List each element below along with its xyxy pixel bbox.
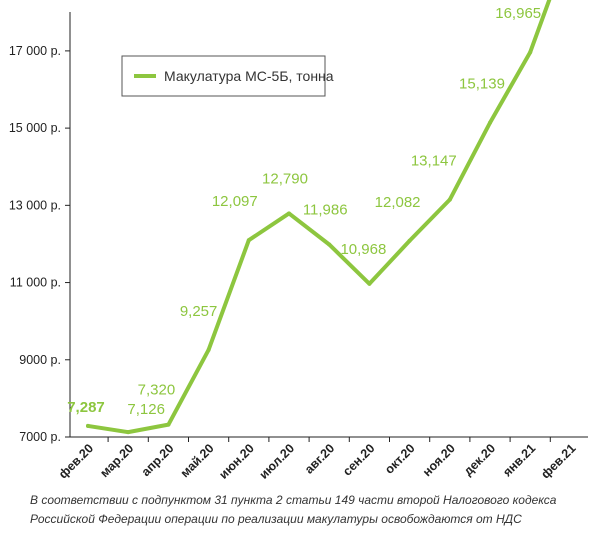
data-label: 12,082 <box>375 194 421 211</box>
data-label: 13,147 <box>411 153 457 170</box>
data-point <box>327 242 332 247</box>
footnote: В соответствии с подпунктом 31 пункта 2 … <box>30 491 590 529</box>
x-tick-label: фев.21 <box>538 441 578 481</box>
x-tick-label: фев.20 <box>56 441 96 481</box>
data-point <box>528 50 533 55</box>
data-point <box>206 347 211 352</box>
data-point <box>287 211 291 216</box>
x-tick-label: апр.20 <box>139 441 177 479</box>
data-label: 7,320 <box>138 382 176 399</box>
data-label: 7,287 <box>67 399 105 416</box>
data-point <box>126 430 131 435</box>
y-tick-label: 9000 р. <box>19 353 61 367</box>
y-tick-label: 11 000 р. <box>10 276 61 290</box>
y-tick-label: 7000 р. <box>19 430 61 444</box>
data-label: 12,097 <box>212 193 258 210</box>
data-label: 12,790 <box>262 170 308 187</box>
data-point <box>447 197 452 202</box>
data-point <box>407 238 412 243</box>
data-label: 9,257 <box>180 303 218 320</box>
line-chart: 7000 р. 9000 р. 11 000 р. 13 000 р. 15 000 р… <box>9 0 588 482</box>
x-tick-label: окт.20 <box>382 441 418 477</box>
footnote-line-2: Российской Федерации операции по реализа… <box>30 512 522 526</box>
data-label: 16,965 <box>495 5 541 22</box>
data-label: 15,139 <box>459 76 505 93</box>
data-point <box>166 422 171 427</box>
x-tick-label: дек.20 <box>461 441 498 478</box>
data-point <box>488 120 492 125</box>
x-axis: фев.20 мар.20 апр.20 май.20 июн.20 июл.20 авг.… <box>56 436 588 482</box>
x-tick-label: ноя.20 <box>420 441 458 479</box>
legend-label: Макулатура МС-5Б, тонна <box>164 68 334 84</box>
footnote-line-1: В соответствии с подпунктом 31 пункта 2 … <box>30 493 557 507</box>
x-tick-label: июл.20 <box>257 441 298 482</box>
data-label: 7,126 <box>127 401 165 418</box>
series-layer <box>86 0 552 435</box>
legend: Макулатура МС-5Б, тонна <box>121 55 334 97</box>
data-label: 11,986 <box>303 201 348 218</box>
y-tick-label: 15 000 р. <box>9 121 61 135</box>
x-tick-label: мар.20 <box>97 441 136 480</box>
x-tick-label: май.20 <box>178 441 217 480</box>
x-tick-label: июн.20 <box>216 441 257 482</box>
data-point <box>367 281 372 286</box>
x-tick-label: авг.20 <box>302 441 337 476</box>
x-tick-label: сен.20 <box>340 441 377 478</box>
data-label: 10,968 <box>340 241 386 258</box>
data-point <box>86 423 90 428</box>
data-point <box>246 238 251 243</box>
y-axis: 7000 р. 9000 р. 11 000 р. 13 000 р. 15 000 р… <box>9 12 71 444</box>
x-tick-label: янв.21 <box>500 441 538 479</box>
y-tick-label: 13 000 р. <box>9 198 61 212</box>
y-tick-label: 17 000 р. <box>9 44 61 58</box>
